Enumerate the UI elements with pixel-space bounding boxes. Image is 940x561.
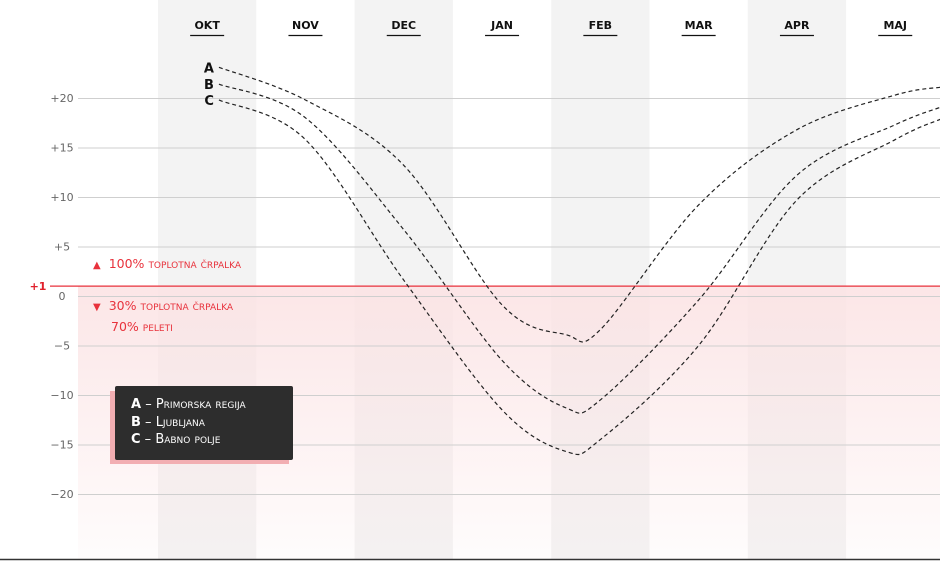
y-tick-label: +5 bbox=[54, 241, 70, 254]
legend-key: A bbox=[131, 397, 142, 412]
triangle-up-icon: ▲ bbox=[93, 260, 101, 271]
legend: A – Primorska regija B – Ljubljana C – B… bbox=[115, 386, 293, 460]
series-label-c: C bbox=[204, 94, 214, 109]
legend-item-b: B – Ljubljana bbox=[131, 414, 205, 430]
zone-below-text-2: peleti bbox=[142, 319, 173, 334]
legend-key: B bbox=[131, 414, 141, 430]
zone-above-text: toplotna črpalka bbox=[148, 256, 242, 271]
legend-item-a: A – Primorska regija bbox=[131, 397, 246, 412]
y-tick-label: +10 bbox=[50, 191, 73, 204]
month-label-jan: JAN bbox=[490, 19, 513, 32]
month-label-feb: FEB bbox=[589, 19, 612, 32]
series-label-b: B bbox=[204, 78, 214, 93]
legend-label: Ljubljana bbox=[155, 414, 205, 430]
series-line-c bbox=[218, 99, 940, 456]
triangle-down-icon: ▼ bbox=[93, 302, 101, 313]
series-label-a: A bbox=[204, 61, 214, 76]
zone-below-label-2: 70% peleti bbox=[111, 319, 173, 334]
y-tick-label: −15 bbox=[50, 439, 73, 452]
zone-below-text-1: toplotna črpalka bbox=[140, 298, 234, 313]
threshold-label: +1 bbox=[30, 280, 47, 293]
zone-below-label-1: ▼ 30% toplotna črpalka bbox=[93, 298, 233, 313]
zone-below-pct-1: 30% bbox=[108, 298, 137, 313]
legend-item-c: C – Babno polje bbox=[131, 432, 221, 447]
month-label-okt: OKT bbox=[194, 19, 220, 32]
zone-above-label: ▲ 100% toplotna črpalka bbox=[93, 256, 241, 271]
series-line-b bbox=[218, 83, 940, 414]
month-label-apr: APR bbox=[784, 19, 810, 32]
legend-label: Primorska regija bbox=[155, 397, 246, 412]
month-label-maj: MAJ bbox=[883, 19, 907, 32]
y-tick-label: −20 bbox=[50, 488, 73, 501]
y-tick-label: +20 bbox=[50, 92, 73, 105]
y-tick-label: 0 bbox=[59, 290, 66, 303]
y-tick-label: −10 bbox=[50, 389, 73, 402]
legend-label: Babno polje bbox=[155, 432, 221, 447]
month-label-dec: DEC bbox=[391, 19, 416, 32]
y-tick-label: +15 bbox=[50, 142, 73, 155]
y-tick-label: −5 bbox=[54, 340, 70, 353]
month-label-mar: MAR bbox=[685, 19, 713, 32]
zone-below-pct-2: 70% bbox=[111, 319, 139, 334]
month-label-nov: NOV bbox=[292, 19, 319, 32]
legend-key: C bbox=[131, 432, 141, 447]
series-line-a bbox=[218, 66, 940, 343]
zone-above-pct: 100% bbox=[108, 256, 145, 271]
